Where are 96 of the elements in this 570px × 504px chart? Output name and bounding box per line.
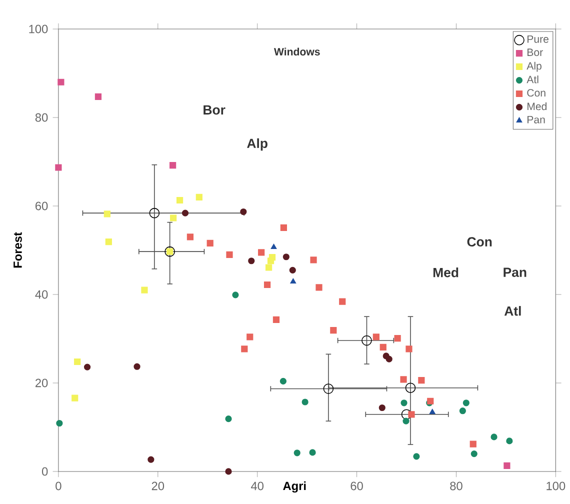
- point: [459, 407, 466, 414]
- point: [258, 249, 265, 256]
- point: [294, 450, 300, 456]
- point: [362, 335, 372, 346]
- point: [186, 234, 194, 240]
- point: [265, 264, 272, 271]
- y-tick-label: 20: [36, 378, 48, 388]
- legend-label: Pan: [528, 116, 545, 124]
- y-tick-label: 60: [36, 202, 48, 210]
- point: [74, 358, 81, 365]
- point: [141, 286, 148, 294]
- point: [72, 394, 78, 402]
- point: [470, 450, 478, 457]
- point: [339, 298, 346, 305]
- point: [289, 266, 296, 274]
- x-tick-label: 40: [251, 482, 264, 490]
- point: [170, 214, 177, 222]
- point: [378, 404, 386, 411]
- point: [504, 462, 510, 469]
- point: [280, 378, 286, 384]
- point: [225, 468, 232, 475]
- legend-label: Bor: [528, 48, 543, 56]
- point: [170, 162, 176, 169]
- point: [264, 281, 271, 288]
- legend-label: Alp: [526, 62, 542, 72]
- point: [418, 376, 425, 384]
- annotation: Alp: [247, 138, 268, 151]
- point: [316, 284, 322, 291]
- legend-label: Med: [528, 102, 547, 110]
- point: [270, 244, 277, 249]
- point: [506, 438, 513, 444]
- x-tick-label: 80: [450, 482, 462, 490]
- point: [282, 254, 290, 260]
- point: [56, 420, 63, 426]
- point: [272, 316, 280, 323]
- x-tick-label: 0: [56, 482, 62, 490]
- point: [105, 238, 112, 246]
- x-tick-label: 20: [152, 482, 164, 490]
- point: [400, 376, 407, 383]
- y-tick-label: 80: [35, 113, 48, 122]
- point: [226, 251, 233, 258]
- legend-label: Atl: [526, 75, 538, 84]
- point: [104, 210, 110, 218]
- point: [302, 398, 308, 406]
- legend-label: Con: [527, 89, 546, 96]
- point: [310, 256, 317, 264]
- y-tick-label: 40: [35, 290, 48, 299]
- point: [462, 400, 470, 406]
- point: [323, 384, 334, 394]
- annotation: Windows: [274, 48, 320, 56]
- point: [232, 292, 239, 298]
- y-axis-title: Forest: [14, 232, 22, 268]
- annotation: Bor: [204, 105, 226, 115]
- point: [148, 456, 154, 463]
- y-tick-label: 100: [29, 24, 48, 34]
- point: [206, 240, 214, 246]
- point: [134, 363, 140, 370]
- point: [196, 194, 202, 200]
- point: [268, 254, 276, 261]
- point: [330, 326, 337, 334]
- point: [408, 411, 415, 418]
- point: [402, 418, 410, 424]
- point: [401, 409, 412, 420]
- annotation: Con: [467, 237, 492, 246]
- point: [400, 400, 408, 406]
- point: [309, 449, 316, 456]
- annotation: Atl: [504, 306, 521, 316]
- point: [58, 78, 64, 86]
- point: [84, 364, 91, 370]
- point: [225, 415, 232, 422]
- point: [149, 208, 160, 218]
- y-tick-label: 0: [42, 467, 48, 476]
- annotation: Med: [433, 267, 458, 278]
- point: [405, 382, 416, 393]
- point: [429, 408, 436, 414]
- point: [490, 434, 498, 440]
- point: [241, 346, 248, 352]
- x-axis-title: Agri: [283, 481, 306, 492]
- point: [380, 344, 386, 350]
- annotation: Pan: [504, 268, 526, 277]
- point: [372, 334, 380, 340]
- point: [382, 352, 390, 360]
- point: [176, 196, 184, 204]
- point: [94, 93, 102, 100]
- point: [280, 224, 287, 231]
- point: [182, 210, 189, 216]
- point: [413, 453, 420, 460]
- legend-label: Pure: [528, 35, 548, 43]
- point: [470, 440, 476, 448]
- point: [290, 278, 296, 284]
- point: [406, 346, 412, 352]
- point: [246, 334, 254, 340]
- point: [248, 257, 255, 264]
- x-tick-label: 60: [350, 482, 363, 490]
- point: [55, 164, 62, 171]
- x-tick-label: 100: [546, 482, 566, 490]
